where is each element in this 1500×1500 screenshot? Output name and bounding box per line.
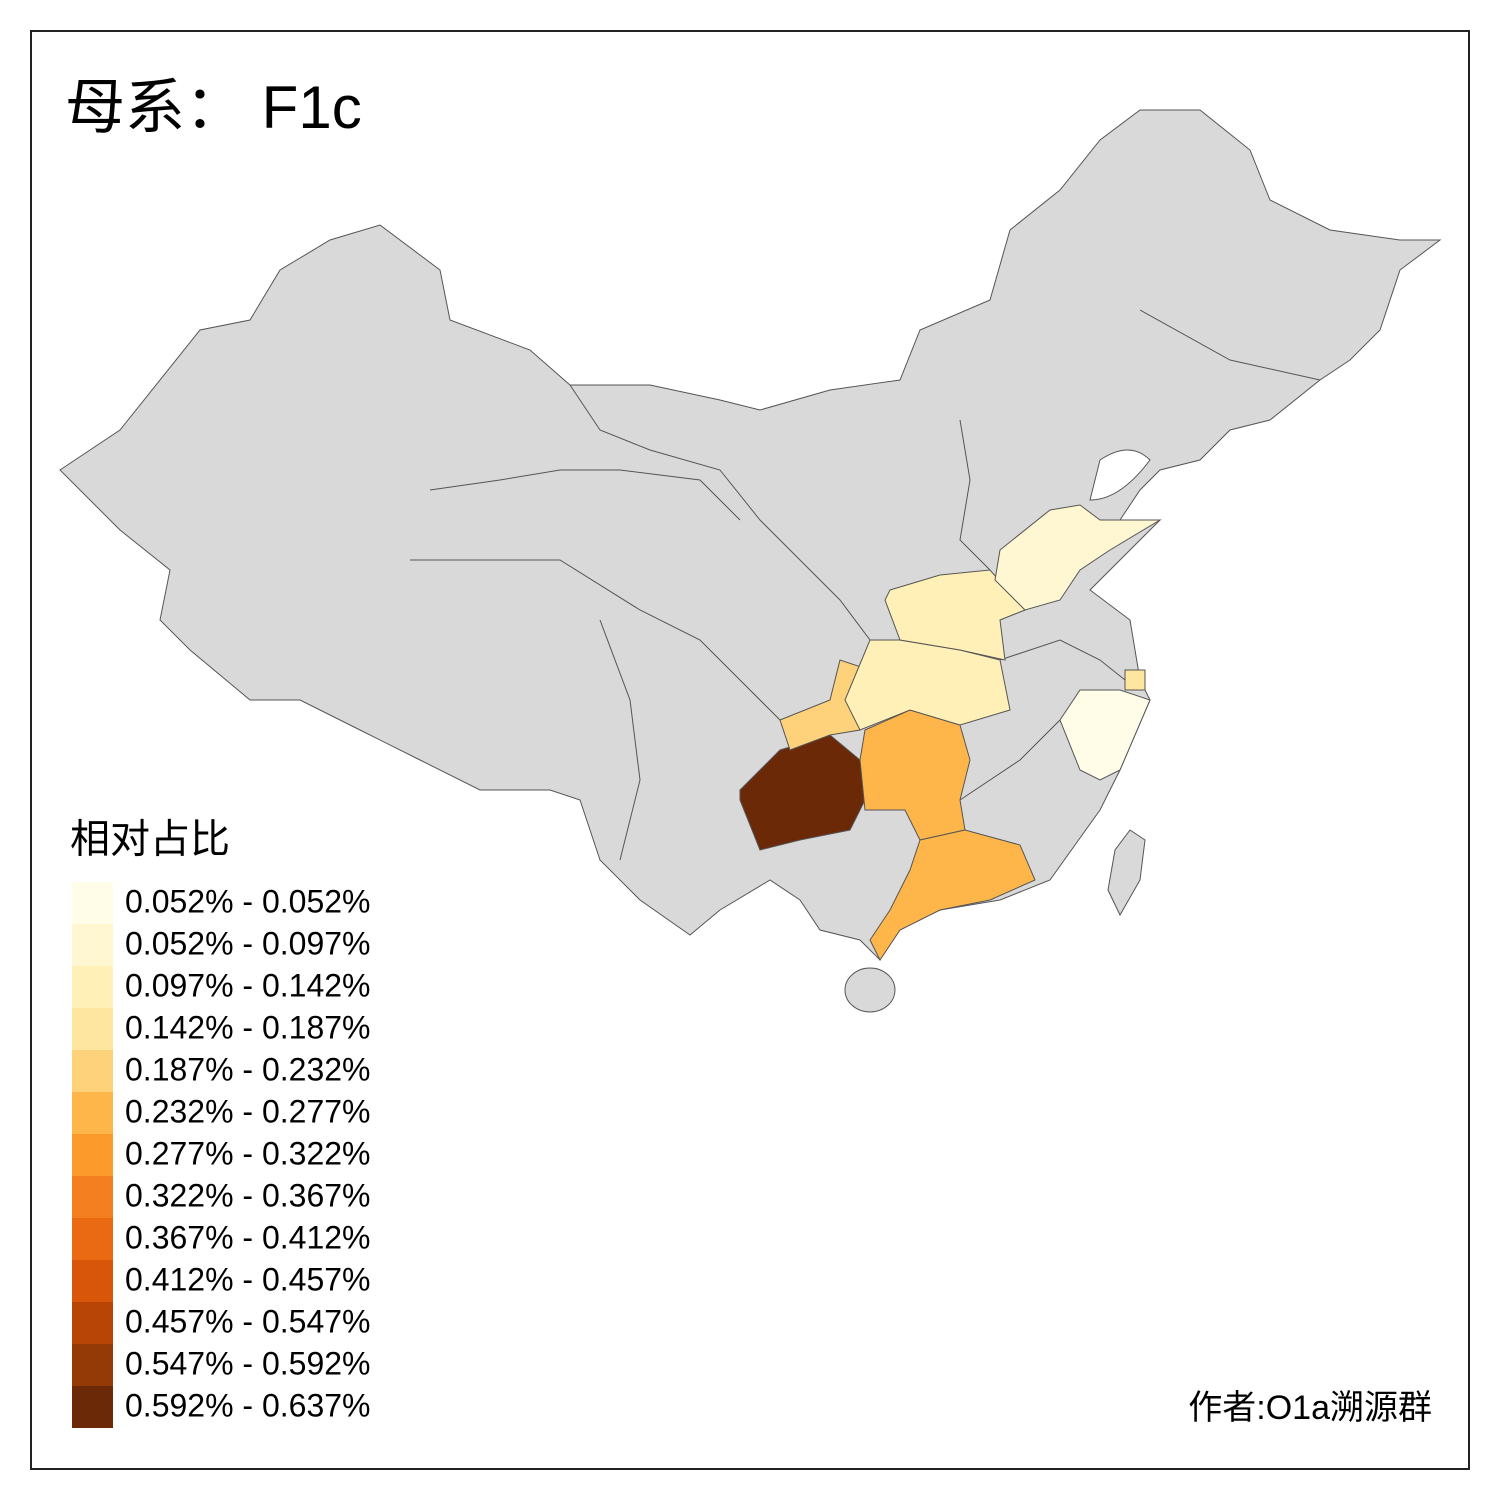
legend-title: 相对占比 (70, 818, 230, 862)
base-map (59, 109, 1442, 1013)
shandong (994, 504, 1162, 611)
legend-label: 0.457% - 0.547% (125, 1303, 371, 1339)
taiwan (1107, 829, 1146, 917)
map-title: 母系： F1c (65, 74, 362, 141)
legend-label: 0.277% - 0.322% (125, 1135, 371, 1171)
legend-swatch (72, 1176, 113, 1218)
henan (884, 569, 1026, 661)
zhejiang (1059, 689, 1151, 781)
legend-swatch (72, 1050, 113, 1092)
hainan (844, 967, 896, 1013)
legend-label: 0.187% - 0.232% (125, 1051, 371, 1087)
legend-swatch (72, 1218, 113, 1260)
legend-label: 0.097% - 0.142% (125, 967, 371, 1003)
hubei (844, 639, 1011, 731)
legend-label: 0.052% - 0.052% (125, 883, 371, 919)
legend-label: 0.592% - 0.637% (125, 1387, 371, 1423)
author-note: 作者:O1a溯源群 (1188, 1389, 1432, 1427)
shanghai (1124, 669, 1146, 691)
province-borders (410, 309, 1321, 861)
legend-label: 0.232% - 0.277% (125, 1093, 371, 1129)
legend-swatch (72, 1260, 113, 1302)
legend-swatch (72, 966, 113, 1008)
legend-label: 0.547% - 0.592% (125, 1345, 371, 1381)
legend-swatch (72, 1386, 113, 1428)
legend-label: 0.322% - 0.367% (125, 1177, 371, 1213)
bohai-sea (1089, 449, 1151, 501)
legend-label: 0.412% - 0.457% (125, 1261, 371, 1297)
legend-swatch (72, 1344, 113, 1386)
legend-swatch (72, 1008, 113, 1050)
legend-label: 0.052% - 0.097% (125, 925, 371, 961)
legend-swatch (72, 882, 113, 924)
legend-swatch (72, 1134, 113, 1176)
guangdong (869, 829, 1036, 961)
legend-swatch (72, 1302, 113, 1344)
legend: 0.052% - 0.052% 0.052% - 0.097% 0.097% - 0… (72, 882, 371, 1428)
legend-label: 0.142% - 0.187% (125, 1009, 371, 1045)
legend-swatch (72, 924, 113, 966)
legend-swatch (72, 1092, 113, 1134)
legend-label: 0.367% - 0.412% (125, 1219, 371, 1255)
